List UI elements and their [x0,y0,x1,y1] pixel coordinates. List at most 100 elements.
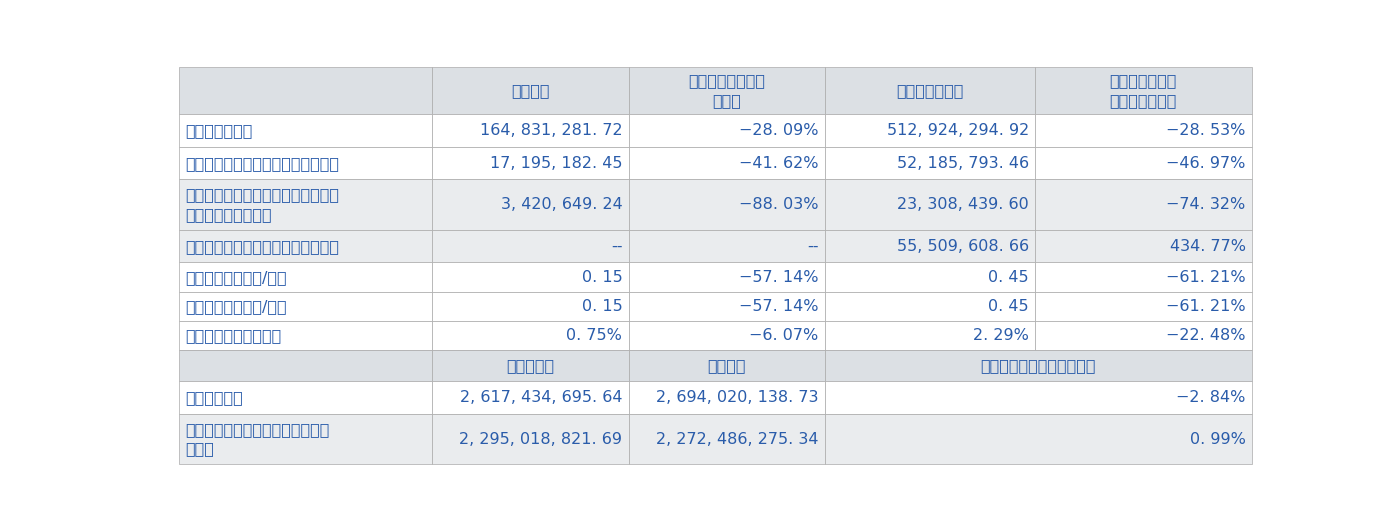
Text: −6. 07%: −6. 07% [750,328,818,343]
Bar [179,321,433,350]
Text: 基本每股收益（元/股）: 基本每股收益（元/股） [186,270,288,285]
Text: 稀释每股收益（元/股）: 稀释每股收益（元/股） [186,299,288,314]
Bar [433,67,628,114]
Text: 0. 15: 0. 15 [582,299,623,314]
Text: 年初至报告期末
比上年同期增减: 年初至报告期末 比上年同期增减 [1110,73,1177,108]
Text: 上年度末: 上年度末 [708,358,745,374]
Text: −28. 53%: −28. 53% [1166,123,1245,138]
Text: 归属于上市公司股东的所有者权益
（元）: 归属于上市公司股东的所有者权益 （元） [186,422,329,456]
Text: −2. 84%: −2. 84% [1177,390,1245,405]
Bar [1034,180,1252,230]
Text: −74. 32%: −74. 32% [1166,197,1245,212]
Bar [628,350,825,382]
Bar [628,114,825,147]
Text: 17, 195, 182. 45: 17, 195, 182. 45 [490,155,623,171]
Bar [825,67,1034,114]
Bar [825,350,1252,382]
Text: −57. 14%: −57. 14% [738,270,818,285]
Bar [433,350,628,382]
Bar [1034,230,1252,262]
Text: 2, 295, 018, 821. 69: 2, 295, 018, 821. 69 [459,432,623,447]
Text: 434. 77%: 434. 77% [1170,239,1245,253]
Bar [825,292,1034,321]
Bar [1034,114,1252,147]
Text: --: -- [611,239,623,253]
Text: 归属于上市公司股东的扣除非经常性
损益的净利润（元）: 归属于上市公司股东的扣除非经常性 损益的净利润（元） [186,187,339,222]
Bar [825,180,1034,230]
Bar [628,230,825,262]
Bar [179,180,433,230]
Text: −46. 97%: −46. 97% [1166,155,1245,171]
Text: 0. 45: 0. 45 [988,299,1029,314]
Text: 2, 272, 486, 275. 34: 2, 272, 486, 275. 34 [656,432,818,447]
Text: −41. 62%: −41. 62% [738,155,818,171]
Bar [179,114,433,147]
Text: 164, 831, 281. 72: 164, 831, 281. 72 [480,123,623,138]
Bar [179,147,433,180]
Bar [1034,67,1252,114]
Bar [628,292,825,321]
Bar [179,350,433,382]
Text: 2. 29%: 2. 29% [973,328,1029,343]
Bar [628,180,825,230]
Bar [179,292,433,321]
Bar [433,114,628,147]
Bar [628,414,825,464]
Bar [1034,147,1252,180]
Text: −61. 21%: −61. 21% [1166,270,1245,285]
Bar [628,382,825,414]
Bar [628,321,825,350]
Text: 归属于上市公司股东的净利润（元）: 归属于上市公司股东的净利润（元） [186,155,339,171]
Text: 本报告期比上年同
期增减: 本报告期比上年同 期增减 [688,73,765,108]
Bar [825,321,1034,350]
Bar [179,230,433,262]
Bar [179,382,433,414]
Bar [825,147,1034,180]
Bar [628,147,825,180]
Bar [1034,321,1252,350]
Bar [433,180,628,230]
Text: 0. 15: 0. 15 [582,270,623,285]
Bar [1034,262,1252,292]
Bar [433,382,628,414]
Text: 营业收入（元）: 营业收入（元） [186,123,253,138]
Text: 2, 617, 434, 695. 64: 2, 617, 434, 695. 64 [459,390,623,405]
Text: 52, 185, 793. 46: 52, 185, 793. 46 [896,155,1029,171]
Text: 经营活动产生的现金流量净额（元）: 经营活动产生的现金流量净额（元） [186,239,339,253]
Text: −61. 21%: −61. 21% [1166,299,1245,314]
Bar [825,262,1034,292]
Bar [433,262,628,292]
Bar [433,230,628,262]
Text: 总资产（元）: 总资产（元） [186,390,243,405]
Bar [433,321,628,350]
Bar [825,382,1252,414]
Text: --: -- [807,239,818,253]
Bar [825,414,1252,464]
Text: −22. 48%: −22. 48% [1166,328,1245,343]
Bar [179,414,433,464]
Bar [179,67,433,114]
Text: 0. 75%: 0. 75% [567,328,623,343]
Text: 2, 694, 020, 138. 73: 2, 694, 020, 138. 73 [656,390,818,405]
Text: 0. 99%: 0. 99% [1189,432,1245,447]
Bar [433,414,628,464]
Text: 3, 420, 649. 24: 3, 420, 649. 24 [501,197,623,212]
Text: 512, 924, 294. 92: 512, 924, 294. 92 [886,123,1029,138]
Text: 本报告期末比上年度末增减: 本报告期末比上年度末增减 [980,358,1096,374]
Text: −28. 09%: −28. 09% [738,123,818,138]
Bar [433,292,628,321]
Bar [628,67,825,114]
Bar [825,114,1034,147]
Text: 年初至报告期末: 年初至报告期末 [896,83,963,98]
Text: 本报告期末: 本报告期末 [507,358,554,374]
Bar [825,230,1034,262]
Text: −57. 14%: −57. 14% [738,299,818,314]
Bar [179,262,433,292]
Bar [433,147,628,180]
Text: 23, 308, 439. 60: 23, 308, 439. 60 [898,197,1029,212]
Bar [1034,292,1252,321]
Text: 0. 45: 0. 45 [988,270,1029,285]
Text: 加权平均净资产收益率: 加权平均净资产收益率 [186,328,282,343]
Text: −88. 03%: −88. 03% [738,197,818,212]
Bar [628,262,825,292]
